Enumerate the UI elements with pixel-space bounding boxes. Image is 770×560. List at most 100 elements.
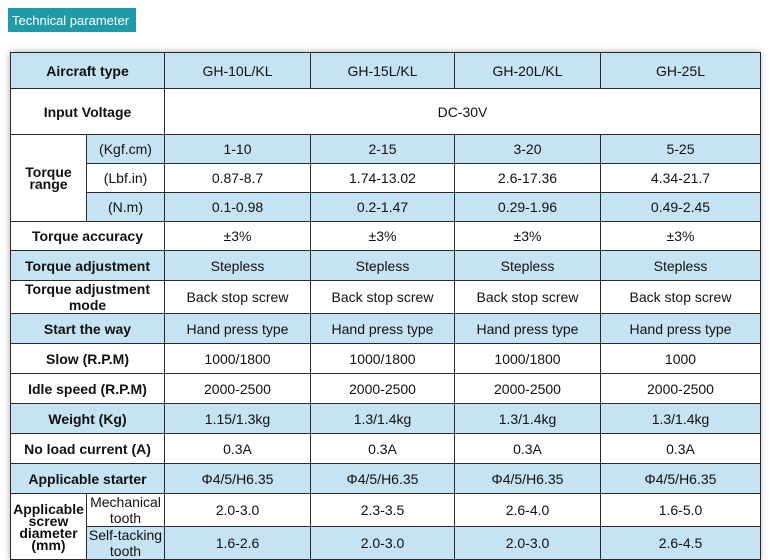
torque-value: 0.87-8.7: [164, 163, 311, 193]
parameter-table: Aircraft type GH-10L/KL GH-15L/KL GH-20L…: [10, 52, 761, 560]
spec-row: Start the way Hand press type Hand press…: [10, 313, 761, 344]
screw-diameter-label-line: (mm): [31, 536, 66, 553]
screw-value: 2.0-3.0: [164, 493, 311, 527]
spec-value: 1.3/1.4kg: [600, 403, 761, 434]
torque-value: 0.2-1.47: [310, 192, 455, 222]
screw-value: 2.0-3.0: [454, 526, 601, 560]
torque-value: 0.1-0.98: [164, 192, 311, 222]
screw-value: 2.6-4.5: [600, 526, 761, 560]
spec-value: 2000-2500: [600, 373, 761, 404]
spec-label: Applicable starter: [10, 463, 165, 494]
spec-value: Stepless: [454, 250, 601, 281]
torque-range-label-line: range: [29, 176, 68, 192]
model-name: GH-10L/KL: [164, 52, 311, 89]
spec-row: Applicable starter Φ4/5/H6.35 Φ4/5/H6.35…: [10, 463, 761, 494]
spec-value: ±3%: [310, 221, 455, 251]
spec-value: 1000: [600, 343, 761, 374]
spec-label: Weight (Kg): [10, 403, 165, 434]
spec-value: 2000-2500: [164, 373, 311, 404]
spec-label: Slow (R.P.M): [10, 343, 165, 374]
spec-label: No load current (A): [10, 433, 165, 464]
spec-label: Start the way: [10, 313, 165, 344]
input-voltage-value: DC-30V: [164, 88, 761, 135]
screw-value: 2.0-3.0: [310, 526, 455, 560]
spec-value: Φ4/5/H6.35: [310, 463, 455, 494]
spec-value: 0.3A: [310, 433, 455, 464]
parameter-sheet: Aircraft type GH-10L/KL GH-15L/KL GH-20L…: [10, 52, 761, 560]
spec-row: Weight (Kg) 1.15/1.3kg 1.3/1.4kg 1.3/1.4…: [10, 403, 761, 434]
screw-diameter-label-line: screw: [28, 512, 69, 529]
spec-value: Φ4/5/H6.35: [600, 463, 761, 494]
spec-label: Idle speed (R.P.M): [10, 373, 165, 404]
spec-value: Hand press type: [600, 313, 761, 344]
screw-diameter-label: Applicable screw diameter (mm): [10, 493, 87, 560]
torque-range-label-line: Torque: [25, 164, 72, 180]
torque-range-label: Torque range: [10, 134, 87, 222]
spec-row: No load current (A) 0.3A 0.3A 0.3A 0.3A: [10, 433, 761, 464]
torque-unit: (N.m): [86, 192, 165, 222]
torque-value: 4.34-21.7: [600, 163, 761, 193]
spec-row: Idle speed (R.P.M) 2000-2500 2000-2500 2…: [10, 373, 761, 404]
model-name: GH-15L/KL: [310, 52, 455, 89]
torque-value: 0.49-2.45: [600, 192, 761, 222]
screw-diameter-row: Applicable screw diameter (mm) Mechanica…: [10, 493, 761, 560]
screw-value: 2.6-4.0: [454, 493, 601, 527]
model-name: GH-20L/KL: [454, 52, 601, 89]
torque-value: 3-20: [454, 134, 601, 164]
spec-value: 1.3/1.4kg: [454, 403, 601, 434]
torque-unit: (Kgf.cm): [86, 134, 165, 164]
input-voltage-row: Input Voltage DC-30V: [10, 88, 761, 135]
spec-value: 1000/1800: [310, 343, 455, 374]
model-name: GH-25L: [600, 52, 761, 89]
header-label: Aircraft type: [10, 52, 165, 89]
spec-row: Torque adjustment mode Back stop screw B…: [10, 280, 761, 314]
spec-value: 2000-2500: [310, 373, 455, 404]
spec-label: Torque accuracy: [10, 221, 165, 251]
torque-range-row: (N.m) 0.1-0.98 0.2-1.47 0.29-1.96 0.49-2…: [11, 192, 761, 222]
screw-diameter-label-line: diameter: [19, 524, 78, 541]
spec-value: Back stop screw: [454, 280, 601, 314]
screw-value: 1.6-2.6: [164, 526, 311, 560]
screw-value: 2.3-3.5: [310, 493, 455, 527]
screw-diameter-label-line: Applicable: [13, 500, 84, 517]
torque-unit: (Lbf.in): [86, 163, 165, 193]
torque-value: 0.29-1.96: [454, 192, 601, 222]
screw-value: 1.6-5.0: [600, 493, 761, 527]
spec-value: Hand press type: [164, 313, 311, 344]
torque-value: 2-15: [310, 134, 455, 164]
spec-value: Stepless: [164, 250, 311, 281]
spec-value: Stepless: [310, 250, 455, 281]
torque-range-row: (Lbf.in) 0.87-8.7 1.74-13.02 2.6-17.36 4…: [11, 163, 761, 193]
torque-value: 5-25: [600, 134, 761, 164]
torque-value: 1-10: [164, 134, 311, 164]
screw-type-label: Self-tacking tooth: [86, 526, 165, 560]
spec-value: 0.3A: [164, 433, 311, 464]
spec-value: ±3%: [600, 221, 761, 251]
spec-value: ±3%: [164, 221, 311, 251]
spec-value: 1.15/1.3kg: [164, 403, 311, 434]
spec-value: 0.3A: [600, 433, 761, 464]
section-title-badge: Technical parameter: [8, 8, 136, 32]
section-title: Technical parameter: [12, 12, 130, 28]
spec-value: 0.3A: [454, 433, 601, 464]
header-row: Aircraft type GH-10L/KL GH-15L/KL GH-20L…: [10, 52, 761, 89]
torque-value: 2.6-17.36: [454, 163, 601, 193]
spec-value: Back stop screw: [600, 280, 761, 314]
screw-diameter-row: Self-tacking tooth 1.6-2.6 2.0-3.0 2.0-3…: [11, 526, 761, 560]
spec-value: 2000-2500: [454, 373, 601, 404]
spec-value: 1.3/1.4kg: [310, 403, 455, 434]
spec-row: Torque adjustment Stepless Stepless Step…: [10, 250, 761, 281]
spec-value: Back stop screw: [310, 280, 455, 314]
spec-value: 1000/1800: [454, 343, 601, 374]
spec-value: Hand press type: [454, 313, 601, 344]
screw-type-label: Mechanical tooth: [86, 493, 165, 527]
spec-row: Torque accuracy ±3% ±3% ±3% ±3%: [10, 221, 761, 251]
spec-value: Back stop screw: [164, 280, 311, 314]
torque-value: 1.74-13.02: [310, 163, 455, 193]
spec-row: Slow (R.P.M) 1000/1800 1000/1800 1000/18…: [10, 343, 761, 374]
torque-range-row: Torque range (Kgf.cm) 1-10 2-15 3-20 5-2…: [10, 134, 761, 222]
spec-value: Φ4/5/H6.35: [164, 463, 311, 494]
spec-label: Torque adjustment mode: [10, 280, 165, 314]
spec-value: 1000/1800: [164, 343, 311, 374]
spec-value: Φ4/5/H6.35: [454, 463, 601, 494]
